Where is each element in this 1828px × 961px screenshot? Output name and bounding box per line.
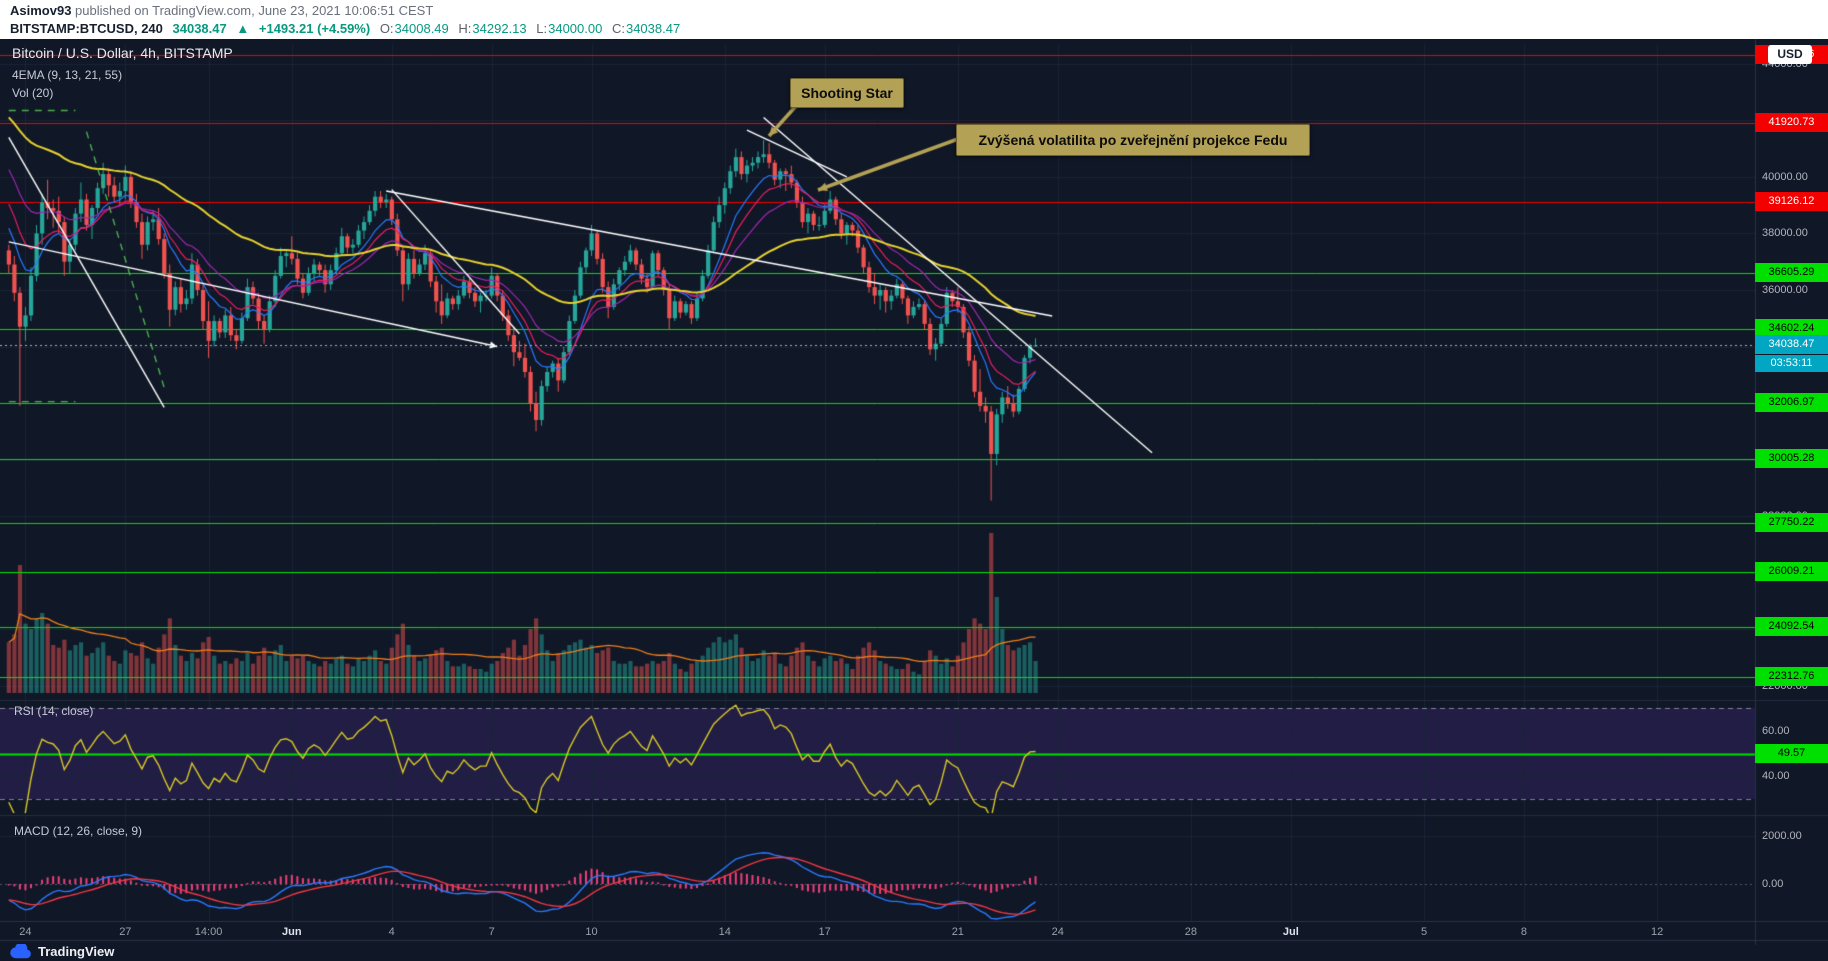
chart-legend: Bitcoin / U.S. Dollar, 4h, BITSTAMP 4EMA… — [12, 45, 233, 104]
time-grid-label: 17 — [818, 926, 831, 938]
price-grid-label: 36000.00 — [1762, 283, 1808, 296]
time-grid-label: 7 — [488, 926, 495, 938]
open-label: O: — [379, 21, 394, 36]
price-level-chip-green: 22312.76 — [1755, 666, 1828, 686]
rsi-grid-label: 40.00 — [1762, 770, 1790, 783]
volume-indicator-legend[interactable]: Vol (20) — [12, 86, 54, 100]
close-value: 34038.47 — [625, 21, 681, 36]
quote-line: BITSTAMP:BTCUSD, 240 34038.47 ▲ +1493.21… — [10, 21, 686, 36]
low-label: L: — [536, 21, 548, 36]
time-grid-label: 24 — [19, 926, 32, 938]
price-level-chip-red: 41920.73 — [1755, 112, 1828, 132]
time-grid-label: 4 — [388, 926, 395, 938]
price-change: +1493.21 (+4.59%) — [258, 21, 371, 36]
time-grid-label: 8 — [1520, 926, 1527, 938]
time-axis[interactable]: 24 27 14:00 Jun 4 7 10 14 17 21 24 28 Jul 5 8 12 — [0, 921, 1755, 945]
price-axis[interactable]: USD 22000.0024000.0026000.0028000.003000… — [1755, 39, 1828, 945]
price-level-chip-red: 39126.12 — [1755, 191, 1828, 211]
ema-indicator-legend[interactable]: 4EMA (9, 13, 21, 55) — [12, 68, 123, 82]
open-value: 34008.49 — [394, 21, 449, 36]
tradingview-brand[interactable]: TradingView — [38, 943, 115, 959]
low-value: 34000.00 — [548, 21, 603, 36]
published-text: published on TradingView.com, June 23, 2… — [71, 3, 434, 18]
price-level-chip-green: 34602.24 — [1755, 319, 1828, 339]
price-level-chip-green: 36605.29 — [1755, 262, 1828, 282]
price-level-chip-green: 26009.21 — [1755, 562, 1828, 582]
snapshot-header: Asimov93 published on TradingView.com, J… — [0, 0, 1828, 39]
time-grid-label: 10 — [585, 926, 598, 938]
rsi-grid-label: 60.00 — [1762, 724, 1790, 737]
price-level-chip-green: 27750.22 — [1755, 513, 1828, 533]
countdown-chip: 03:53:11 — [1755, 355, 1828, 373]
published-line: Asimov93 published on TradingView.com, J… — [10, 3, 433, 18]
symbol-interval[interactable]: BITSTAMP:BTCUSD, 240 — [10, 21, 163, 36]
change-up-arrow-icon: ▲ — [236, 21, 250, 36]
high-value: 34292.13 — [472, 21, 527, 36]
usd-button[interactable]: USD — [1768, 45, 1812, 64]
chart-area[interactable]: Bitcoin / U.S. Dollar, 4h, BITSTAMP 4EMA… — [0, 39, 1828, 961]
price-grid-label: 38000.00 — [1762, 227, 1808, 240]
price-level-chip-green: 30005.28 — [1755, 449, 1828, 469]
chart-title-legend[interactable]: Bitcoin / U.S. Dollar, 4h, BITSTAMP — [12, 45, 233, 61]
time-grid-label: 24 — [1051, 926, 1064, 938]
time-grid-label: 5 — [1420, 926, 1428, 938]
time-grid-label: 28 — [1184, 926, 1198, 938]
price-chart-canvas[interactable] — [0, 39, 1828, 961]
last-price: 34038.47 — [172, 21, 227, 36]
annotation-fed-volatility-note[interactable]: Zvýšená volatilita po zveřejnění projekc… — [956, 124, 1310, 156]
time-grid-label: 27 — [119, 926, 132, 938]
price-grid-label: 40000.00 — [1762, 170, 1808, 183]
author-link[interactable]: Asimov93 — [10, 3, 72, 18]
time-grid-label: 14:00 — [194, 926, 223, 938]
annotation-shooting-star[interactable]: Shooting Star — [790, 78, 904, 108]
macd-grid-label: 0.00 — [1762, 878, 1784, 890]
high-label: H: — [458, 21, 472, 36]
price-level-chip-green: 32006.97 — [1755, 392, 1828, 412]
current-price-chip: 34038.47 — [1755, 335, 1828, 355]
close-label: C: — [611, 21, 625, 36]
time-grid-label: 14 — [718, 926, 731, 938]
time-grid-label: 21 — [951, 926, 964, 938]
macd-grid-label: 2000.00 — [1762, 830, 1802, 842]
time-grid-label: Jul — [1282, 926, 1299, 938]
tradingview-logo-icon[interactable] — [10, 943, 32, 959]
rsi-level-chip: 49.57 — [1755, 744, 1828, 764]
time-grid-label: Jun — [282, 926, 302, 938]
price-level-chip-green: 24092.54 — [1755, 616, 1828, 636]
footer-branding: TradingView — [10, 941, 114, 961]
macd-indicator-legend[interactable]: MACD (12, 26, close, 9) — [14, 824, 143, 838]
rsi-indicator-legend[interactable]: RSI (14, close) — [14, 704, 94, 718]
time-grid-label: 12 — [1651, 926, 1664, 938]
